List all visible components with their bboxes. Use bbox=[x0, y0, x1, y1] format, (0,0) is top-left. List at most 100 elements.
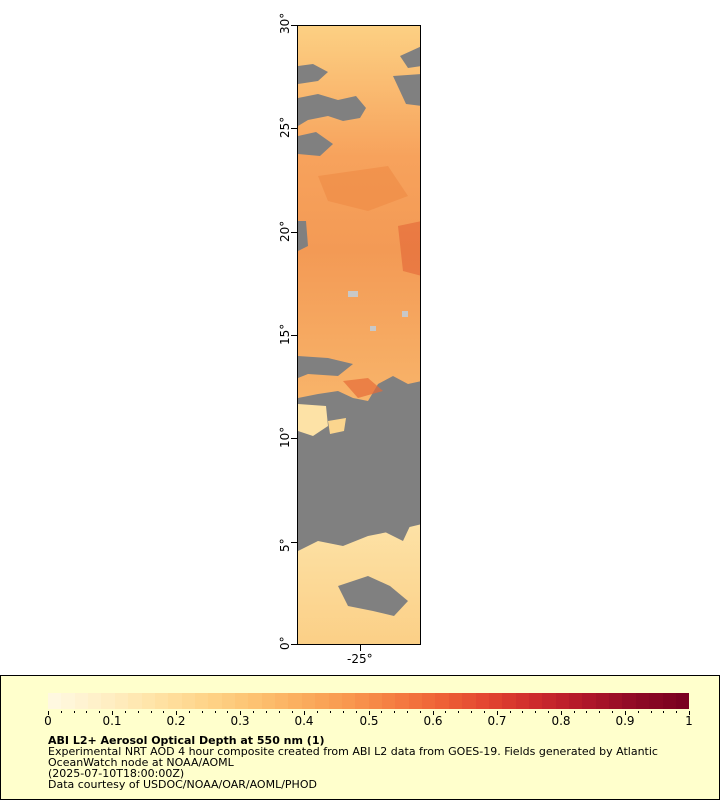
color-bar-swatch bbox=[515, 693, 529, 709]
color-bar-swatch bbox=[635, 693, 650, 709]
color-bar-tick bbox=[202, 711, 203, 713]
color-bar-tick bbox=[112, 711, 113, 715]
color-bar-swatch bbox=[595, 693, 610, 709]
color-bar-tick bbox=[369, 711, 370, 715]
color-bar-swatch bbox=[88, 693, 102, 709]
color-bar-swatch bbox=[181, 693, 195, 709]
color-bar-swatch bbox=[662, 693, 676, 709]
color-bar-tick bbox=[599, 711, 600, 713]
color-bar-tick bbox=[535, 711, 536, 713]
color-bar-swatch bbox=[221, 693, 236, 709]
lat-label-30: 30° bbox=[278, 12, 292, 34]
color-bar-tick bbox=[612, 711, 613, 713]
lat-tick-10 bbox=[291, 438, 297, 439]
color-bar-tick bbox=[510, 711, 511, 713]
color-bar-label: 0.6 bbox=[423, 714, 443, 728]
aod-map-image bbox=[298, 26, 420, 644]
color-bar-swatch bbox=[675, 693, 690, 709]
legend-line-1: Experimental NRT AOD 4 hour composite cr… bbox=[48, 745, 658, 758]
lat-tick-30 bbox=[291, 25, 297, 26]
color-bar-tick bbox=[574, 711, 575, 713]
color-bar-swatch bbox=[315, 693, 329, 709]
color-bar-label: 0.1 bbox=[102, 714, 122, 728]
color-bar-tick bbox=[279, 711, 280, 713]
color-bar-swatch bbox=[528, 693, 543, 709]
color-bar-swatch bbox=[649, 693, 663, 709]
lat-tick-0 bbox=[291, 644, 297, 645]
color-bar-tick bbox=[561, 711, 562, 715]
aod-map bbox=[297, 25, 421, 645]
color-bar-tick bbox=[163, 711, 164, 713]
color-bar-swatch bbox=[235, 693, 249, 709]
color-bar-tick bbox=[407, 711, 408, 713]
lat-label-15: 15° bbox=[278, 323, 292, 345]
legend-title: ABI L2+ Aerosol Optical Depth at 550 nm … bbox=[48, 734, 325, 747]
lat-tick-15 bbox=[291, 335, 297, 336]
color-bar-tick bbox=[522, 711, 523, 713]
color-bar-swatch bbox=[381, 693, 396, 709]
color-bar-tick bbox=[266, 711, 267, 713]
color-bar-tick bbox=[138, 711, 139, 713]
color-bar-tick bbox=[304, 711, 305, 715]
color-bar-tick bbox=[176, 711, 177, 715]
color-bar-swatch bbox=[435, 693, 449, 709]
color-bar-swatch bbox=[208, 693, 222, 709]
color-bar-swatch bbox=[488, 693, 503, 709]
color-bar-tick bbox=[381, 711, 382, 713]
color-bar-swatch bbox=[128, 693, 142, 709]
color-bar-swatch bbox=[328, 693, 342, 709]
color-bar-tick bbox=[586, 711, 587, 713]
color-bar-tick bbox=[484, 711, 485, 713]
color-bar-tick bbox=[86, 711, 87, 713]
color-bar-tick bbox=[394, 711, 395, 713]
color-bar-label: 0.3 bbox=[230, 714, 250, 728]
color-bar-swatch bbox=[341, 693, 356, 709]
color-bar-swatch bbox=[141, 693, 155, 709]
color-bar-swatch bbox=[395, 693, 409, 709]
lat-tick-20 bbox=[291, 232, 297, 233]
color-bar-swatch bbox=[502, 693, 516, 709]
color-bar-swatch bbox=[61, 693, 75, 709]
color-bar-swatch bbox=[462, 693, 476, 709]
color-bar-swatch bbox=[448, 693, 463, 709]
color-bar-label: 0.7 bbox=[487, 714, 507, 728]
color-bar-tick bbox=[651, 711, 652, 713]
color-bar-swatch bbox=[248, 693, 262, 709]
color-bar-swatch bbox=[609, 693, 623, 709]
color-bar-label: 0.2 bbox=[166, 714, 186, 728]
color-bar-swatch bbox=[74, 693, 89, 709]
color-bar-swatch bbox=[114, 693, 129, 709]
color-bar-swatch bbox=[582, 693, 596, 709]
lon-tick bbox=[360, 645, 361, 651]
lat-tick-25 bbox=[291, 128, 297, 129]
color-bar-tick bbox=[420, 711, 421, 713]
color-bar-tick bbox=[253, 711, 254, 713]
color-bar-tick bbox=[445, 711, 446, 713]
color-bar-label: 1 bbox=[685, 714, 693, 728]
color-bar-tick bbox=[638, 711, 639, 713]
color-bar-swatch bbox=[542, 693, 556, 709]
color-bar-swatch bbox=[475, 693, 489, 709]
color-bar-swatch bbox=[622, 693, 636, 709]
color-bar bbox=[48, 693, 690, 709]
color-bar-swatch bbox=[555, 693, 570, 709]
color-bar-tick bbox=[240, 711, 241, 715]
color-bar-tick bbox=[663, 711, 664, 713]
color-bar-swatch bbox=[569, 693, 583, 709]
color-bar-swatch bbox=[48, 693, 62, 709]
color-bar-tick bbox=[48, 711, 49, 715]
color-bar-tick bbox=[458, 711, 459, 713]
legend-line-4: Data courtesy of USDOC/NOAA/OAR/AOML/PHO… bbox=[48, 778, 317, 791]
color-bar-swatch bbox=[301, 693, 316, 709]
color-bar-label: 0.8 bbox=[551, 714, 571, 728]
lon-label: -25° bbox=[347, 652, 373, 666]
lat-label-20: 20° bbox=[278, 220, 292, 242]
color-bar-tick bbox=[548, 711, 549, 713]
color-bar-swatch bbox=[355, 693, 369, 709]
lat-label-25: 25° bbox=[278, 116, 292, 138]
legend-line-2: OceanWatch node at NOAA/AOML bbox=[48, 756, 234, 769]
color-bar-tick bbox=[689, 711, 690, 715]
color-bar-tick bbox=[125, 711, 126, 713]
color-bar-tick bbox=[74, 711, 75, 713]
color-bar-swatch bbox=[261, 693, 276, 709]
